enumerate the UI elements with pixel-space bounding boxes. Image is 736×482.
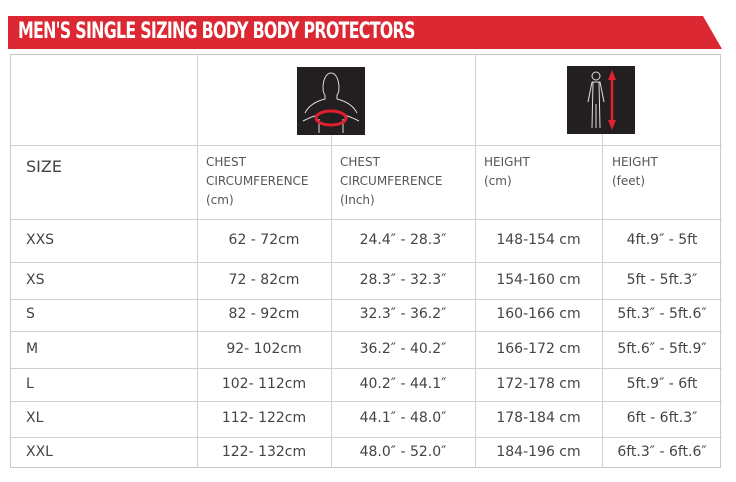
cell-height-ft: 5ft.3″ - 5ft.6″	[617, 306, 707, 322]
header-line: HEIGHT	[484, 155, 530, 169]
cell-chest-cm: 62 - 72cm	[228, 231, 300, 248]
column-divider	[602, 133, 603, 468]
row-divider	[10, 368, 722, 369]
cell-size: XS	[26, 271, 45, 288]
row-divider	[10, 262, 722, 263]
cell-size: XXS	[26, 231, 55, 248]
row-divider	[10, 145, 722, 146]
cell-chest-in: 32.3″ - 36.2″	[359, 306, 447, 322]
row-divider	[10, 437, 722, 438]
cell-chest-cm: 122- 132cm	[221, 443, 307, 460]
header-line: CIRCUMFERENCE	[206, 174, 309, 188]
size-header: SIZE	[26, 157, 62, 176]
column-divider	[331, 134, 332, 468]
header-line: CIRCUMFERENCE	[340, 174, 443, 188]
cell-height-cm: 160-166 cm	[496, 306, 581, 322]
cell-chest-cm: 92- 102cm	[226, 340, 302, 357]
cell-chest-cm: 72 - 82cm	[228, 271, 300, 288]
cell-chest-in: 44.1″ - 48.0″	[359, 410, 447, 426]
cell-size: S	[26, 306, 35, 322]
cell-chest-cm: 82 - 92cm	[228, 306, 300, 322]
cell-height-ft: 6ft - 6ft.3″	[626, 410, 698, 426]
chest-inch-header: CHEST CIRCUMFERENCE (Inch)	[340, 153, 443, 210]
cell-height-cm: 148-154 cm	[496, 231, 581, 248]
chest-measurement-icon	[297, 67, 365, 135]
cell-chest-in: 40.2″ - 44.1″	[359, 375, 447, 392]
header-line: (feet)	[612, 174, 646, 188]
cell-size: L	[26, 375, 34, 392]
row-divider	[10, 299, 722, 300]
cell-chest-in: 48.0″ - 52.0″	[359, 443, 447, 460]
cell-height-cm: 154-160 cm	[496, 271, 581, 288]
cell-chest-in: 28.3″ - 32.3″	[359, 271, 447, 288]
height-feet-header: HEIGHT (feet)	[612, 153, 658, 191]
cell-height-ft: 5ft.9″ - 6ft	[626, 375, 698, 392]
row-divider	[10, 401, 722, 402]
height-cm-header: HEIGHT (cm)	[484, 153, 530, 191]
header-line: (cm)	[206, 193, 234, 207]
cell-height-cm: 172-178 cm	[496, 375, 581, 392]
cell-height-cm: 166-172 cm	[496, 340, 581, 357]
title-banner: MEN'S SINGLE SIZING BODY BODY PROTECTORS	[8, 16, 722, 49]
row-divider	[10, 219, 722, 220]
row-divider	[10, 331, 722, 332]
column-divider	[197, 54, 198, 468]
height-measurement-icon	[567, 66, 635, 134]
cell-chest-cm: 112- 122cm	[221, 410, 307, 426]
cell-height-ft: 4ft.9″ - 5ft	[626, 231, 698, 248]
header-line: CHEST	[206, 155, 246, 169]
cell-size: XL	[26, 410, 44, 426]
cell-chest-in: 24.4″ - 28.3″	[359, 231, 447, 248]
cell-height-ft: 5ft.6″ - 5ft.9″	[617, 340, 707, 357]
cell-chest-in: 36.2″ - 40.2″	[359, 340, 447, 357]
cell-height-ft: 6ft.3″ - 6ft.6″	[617, 443, 707, 460]
cell-chest-cm: 102- 112cm	[221, 375, 307, 392]
header-line: HEIGHT	[612, 155, 658, 169]
cell-size: XXL	[26, 443, 53, 460]
cell-height-cm: 184-196 cm	[496, 443, 581, 460]
header-line: (cm)	[484, 174, 512, 188]
cell-height-ft: 5ft - 5ft.3″	[626, 271, 698, 288]
cell-size: M	[26, 340, 39, 357]
header-line: CHEST	[340, 155, 380, 169]
column-divider	[475, 54, 476, 468]
size-chart-table	[10, 54, 721, 468]
cell-height-cm: 178-184 cm	[496, 410, 581, 426]
header-line: (Inch)	[340, 193, 375, 207]
chest-cm-header: CHEST CIRCUMFERENCE (cm)	[206, 153, 309, 210]
page-title: MEN'S SINGLE SIZING BODY BODY PROTECTORS	[18, 19, 415, 44]
